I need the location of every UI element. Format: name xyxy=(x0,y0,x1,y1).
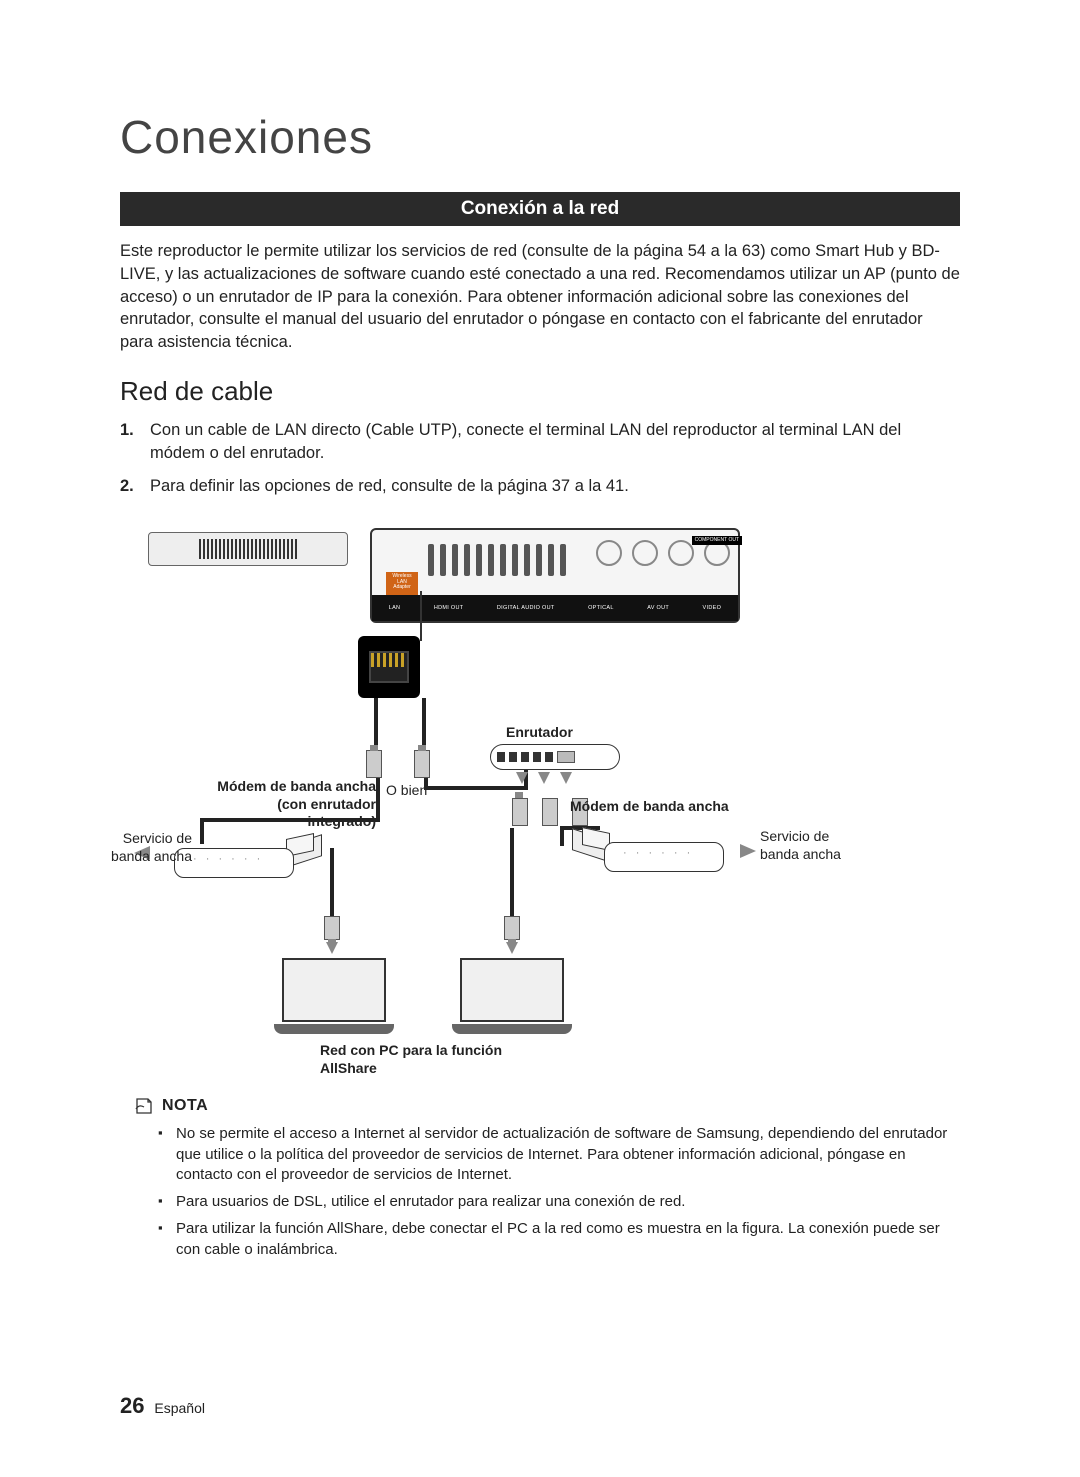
nota-heading: NOTA xyxy=(120,1096,960,1116)
broadband-service-right-l1: Servicio de xyxy=(760,828,829,844)
arrow-down-icon xyxy=(538,772,550,784)
subheading: Red de cable xyxy=(120,376,960,407)
digital-audio-port-label: DIGITAL AUDIO OUT xyxy=(497,605,555,611)
or-label: O bien xyxy=(386,782,427,800)
hdmi-port-label: HDMI OUT xyxy=(434,605,464,611)
wire-icon xyxy=(424,786,524,790)
page-footer: 26 Español xyxy=(120,1393,205,1419)
intro-paragraph: Este reproductor le permite utilizar los… xyxy=(120,240,960,354)
rj45-plug-icon xyxy=(414,750,430,778)
rj45-plug-icon xyxy=(366,750,382,778)
allshare-label-1: Red con PC para la función xyxy=(320,1042,502,1058)
note-1: No se permite el acceso a Internet al se… xyxy=(158,1124,960,1186)
step-1: 1. Con un cable de LAN directo (Cable UT… xyxy=(120,419,960,465)
page-language: Español xyxy=(154,1400,205,1416)
step-2: 2. Para definir las opciones de red, con… xyxy=(120,475,960,498)
notes-list: No se permite el acceso a Internet al se… xyxy=(120,1124,960,1260)
arrow-down-icon xyxy=(506,942,518,954)
steps-list: 1. Con un cable de LAN directo (Cable UT… xyxy=(120,419,960,498)
callout-line-icon xyxy=(420,591,422,641)
section-bar: Conexión a la red xyxy=(120,192,960,226)
wire-icon xyxy=(376,778,380,822)
page-number: 26 xyxy=(120,1393,144,1418)
step-2-num: 2. xyxy=(120,475,134,498)
router-label: Enrutador xyxy=(506,724,573,742)
step-1-text: Con un cable de LAN directo (Cable UTP),… xyxy=(150,421,901,462)
modem-integrated-label-1: Módem de banda ancha xyxy=(217,778,376,794)
connection-diagram: COMPONENT OUT Wireless LAN Adapter LAN H… xyxy=(120,518,960,1078)
laptop-right-icon xyxy=(452,958,572,1034)
nota-label: NOTA xyxy=(162,1097,208,1115)
wire-icon xyxy=(510,828,514,918)
component-out-label: COMPONENT OUT xyxy=(692,536,742,545)
broadband-service-left-l2: banda ancha xyxy=(111,848,192,864)
arrow-down-icon xyxy=(516,772,528,784)
note-2: Para usuarios de DSL, utilice el enrutad… xyxy=(158,1192,960,1213)
allshare-label-2: AllShare xyxy=(320,1060,377,1076)
note-3: Para utilizar la función AllShare, debe … xyxy=(158,1219,960,1260)
video-port-label: VIDEO xyxy=(703,605,722,611)
wire-icon xyxy=(330,848,334,918)
note-icon xyxy=(134,1096,154,1116)
wire-icon xyxy=(422,698,426,752)
router-icon xyxy=(490,744,620,770)
arrow-down-icon xyxy=(326,942,338,954)
player-top-view-icon xyxy=(148,532,348,566)
arrow-right-icon xyxy=(740,844,756,858)
modem-integrated-label-2: (con enrutador integrado) xyxy=(277,796,376,830)
modem-right-label: Módem de banda ancha xyxy=(570,798,729,816)
rear-panel-icon: COMPONENT OUT Wireless LAN Adapter LAN H… xyxy=(370,528,740,623)
page-title: Conexiones xyxy=(120,110,960,164)
av-out-port-label: AV OUT xyxy=(647,605,669,611)
wire-icon xyxy=(560,826,564,846)
lan-port-label: LAN xyxy=(389,605,401,611)
modem-right-icon xyxy=(594,830,734,876)
wire-icon xyxy=(374,698,378,752)
optical-port-label: OPTICAL xyxy=(588,605,614,611)
rj45-plug-icon xyxy=(504,916,520,940)
lan-port-zoom-icon xyxy=(358,636,420,698)
broadband-service-left-l1: Servicio de xyxy=(123,830,192,846)
rj45-plug-icon xyxy=(324,916,340,940)
broadband-service-right-l2: banda ancha xyxy=(760,846,841,862)
step-2-text: Para definir las opciones de red, consul… xyxy=(150,477,629,495)
arrow-down-icon xyxy=(560,772,572,784)
step-1-num: 1. xyxy=(120,419,134,442)
laptop-left-icon xyxy=(274,958,394,1034)
